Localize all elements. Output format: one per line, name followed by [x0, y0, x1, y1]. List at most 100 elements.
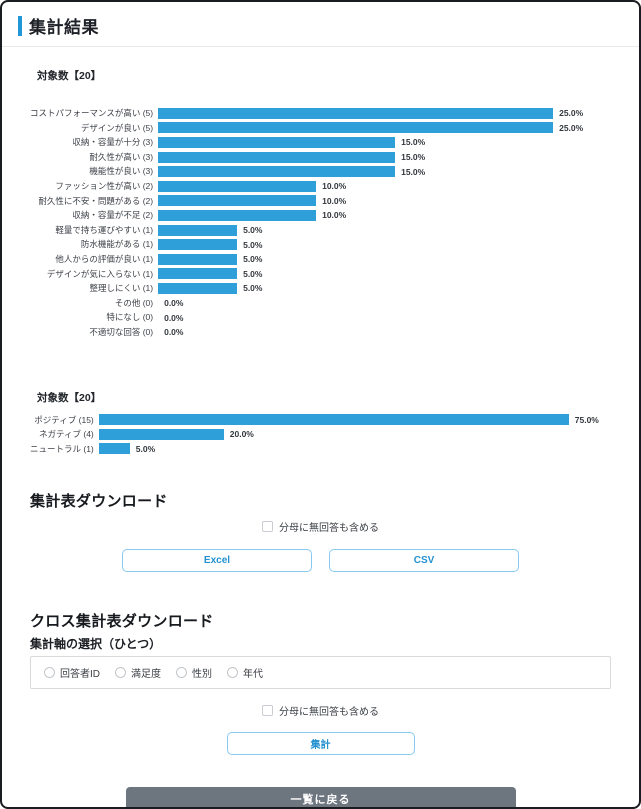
chart-bar: [158, 122, 554, 134]
chart-bar-cell: 10.0%: [153, 208, 611, 223]
page-header: 集計結果: [2, 2, 639, 47]
include-noanswer-label-2: 分母に無回答も含める: [279, 707, 379, 719]
chart-value-label: 5.0%: [243, 283, 263, 294]
axis-radio-input[interactable]: [227, 667, 238, 679]
chart-bar: [158, 166, 396, 178]
chart-value-label: 5.0%: [135, 443, 156, 454]
chart-category-label: 整理しにくい (1): [89, 283, 154, 294]
chart-category-label: 耐久性に不安・問題がある (2): [38, 195, 154, 206]
page-content: 対象数【20】 コストパフォーマンスが高い (5) 25.0% デザインが良い (5…: [2, 68, 639, 807]
chart-category-label: 防水機能がある (1): [80, 239, 154, 250]
csv-download-button[interactable]: CSV: [329, 549, 519, 573]
chart-bar-cell: 15.0%: [153, 150, 611, 165]
chart-value-label: 75.0%: [574, 414, 599, 425]
chart-bar: [98, 428, 224, 440]
chart-bar: [158, 253, 238, 265]
chart-value-label: 5.0%: [243, 268, 263, 279]
axis-radio-group: 回答者ID 満足度 性別 年代: [30, 656, 611, 690]
excel-download-button[interactable]: Excel: [122, 549, 312, 573]
chart-bar: [98, 443, 130, 455]
axis-select-heading: 集計軸の選択（ひとつ）: [30, 637, 162, 652]
chart-category-label: デザインが気に入らない (1): [46, 268, 154, 279]
back-to-list-button[interactable]: 一覧に戻る: [125, 787, 516, 807]
chart-bar-cell: 5.0%: [153, 281, 611, 296]
chart-category-label: 耐久性が高い (3): [89, 151, 154, 162]
chart-bar: [158, 107, 554, 119]
include-noanswer-checkbox-row-1[interactable]: 分母に無回答も含める: [30, 519, 611, 534]
chart-bar-cell: 10.0%: [153, 179, 611, 194]
chart-category-label: 収納・容量が十分 (3): [72, 137, 154, 148]
aggregate-button[interactable]: 集計: [226, 732, 415, 756]
axis-radio-option[interactable]: 性別: [176, 665, 212, 680]
chart-value-label: 0.0%: [164, 312, 184, 323]
chart-category-label: ポジティブ (15): [34, 414, 94, 425]
axis-radio-label: 満足度: [131, 669, 161, 681]
chart-bar-cell: 25.0%: [153, 106, 611, 121]
axis-radio-input[interactable]: [115, 667, 126, 679]
chart-bar: [158, 180, 317, 192]
axis-radio-input[interactable]: [176, 667, 187, 679]
page-title: 集計結果: [29, 18, 99, 37]
chart-value-label: 5.0%: [243, 225, 263, 236]
chart-bar: [158, 239, 238, 251]
chart-value-label: 5.0%: [243, 254, 263, 265]
chart-category-label: コストパフォーマンスが高い (5): [30, 108, 154, 118]
chart-bar-cell: 25.0%: [153, 121, 611, 136]
chart-bar: [158, 136, 396, 148]
axis-radio-label: 回答者ID: [60, 669, 100, 681]
chart-category-label: 収納・容量が不足 (2): [72, 210, 154, 221]
include-noanswer-checkbox-row-2[interactable]: 分母に無回答も含める: [30, 703, 611, 718]
chart-bar-cell: 5.0%: [153, 267, 611, 282]
chart-category-label: 軽量で持ち運びやすい (1): [55, 224, 154, 235]
chart-bar: [158, 209, 317, 221]
chart-value-label: 10.0%: [322, 210, 347, 221]
axis-radio-option[interactable]: 満足度: [115, 665, 161, 680]
chart-bar-cell: 10.0%: [153, 194, 611, 209]
chart-value-label: 0.0%: [164, 327, 184, 338]
chart-bar-cell: 0.0%: [153, 296, 611, 311]
chart-bar: [158, 151, 396, 163]
chart-value-label: 15.0%: [401, 137, 426, 148]
chart-category-label: 機能性が良い (3): [89, 166, 154, 177]
chart-value-label: 5.0%: [243, 239, 263, 250]
chart-value-label: 10.0%: [322, 195, 347, 206]
chart-bar-cell: 5.0%: [153, 252, 611, 267]
include-noanswer-checkbox-1[interactable]: [262, 521, 273, 533]
chart-bar: [158, 282, 238, 294]
chart-2-header: 対象数【20】: [37, 391, 102, 404]
axis-radio-option[interactable]: 年代: [227, 665, 263, 680]
axis-radio-label: 年代: [243, 669, 263, 681]
chart-category-label: その他 (0): [114, 297, 154, 308]
chart-value-label: 25.0%: [559, 108, 584, 119]
chart-category-label: デザインが良い (5): [80, 122, 154, 133]
chart-bar: [158, 224, 238, 236]
chart-value-label: 25.0%: [559, 122, 584, 133]
include-noanswer-checkbox-2[interactable]: [262, 705, 273, 717]
chart-category-label: ネガティブ (4): [39, 429, 94, 440]
bar-chart-sentiment: ポジティブ (15) 75.0% ネガティブ (4) 20.0% ニュートラル (1) 5…: [30, 413, 611, 457]
chart-category-label: ニュートラル (1): [30, 443, 94, 454]
chart-value-label: 15.0%: [401, 166, 426, 177]
chart-value-label: 10.0%: [322, 181, 347, 192]
chart-value-label: 20.0%: [229, 429, 254, 440]
chart-bar-cell: 0.0%: [153, 325, 611, 340]
chart-value-label: 15.0%: [401, 152, 426, 163]
chart-bar-cell: 75.0%: [94, 413, 611, 428]
bar-chart-answers: コストパフォーマンスが高い (5) 25.0% デザインが良い (5) 25.0% 収納…: [30, 106, 611, 340]
chart-bar: [158, 195, 317, 207]
chart-category-label: ファッション性が高い (2): [55, 180, 154, 191]
chart-category-label: 特になし (0): [106, 312, 154, 323]
axis-radio-option[interactable]: 回答者ID: [44, 665, 100, 680]
chart-bar-cell: 15.0%: [153, 164, 611, 179]
submit-row: 集計: [30, 732, 611, 756]
cross-section-heading: クロス集計表ダウンロード: [30, 613, 214, 631]
chart-bar-cell: 5.0%: [153, 237, 611, 252]
chart-category-label: 不適切な回答 (0): [89, 326, 154, 337]
axis-radio-label: 性別: [192, 669, 212, 681]
chart-bar-cell: 20.0%: [94, 427, 611, 442]
chart-bar-cell: 5.0%: [153, 223, 611, 238]
axis-radio-input[interactable]: [44, 667, 55, 679]
chart-value-label: 0.0%: [164, 298, 184, 309]
chart-1-header: 対象数【20】: [37, 70, 102, 82]
